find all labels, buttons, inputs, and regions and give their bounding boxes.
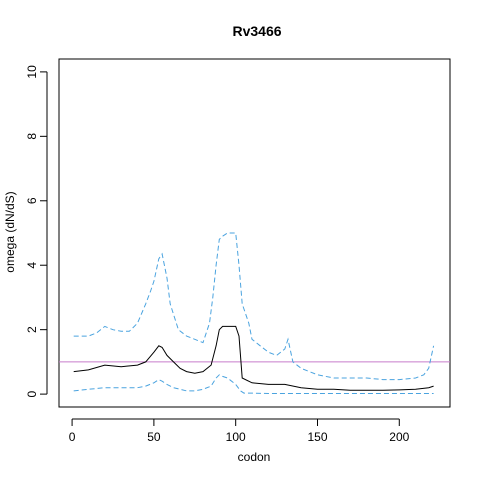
x-axis: 0 50 100 150 200 bbox=[69, 418, 410, 444]
x-tick-label: 200 bbox=[389, 430, 409, 444]
x-tick-label: 50 bbox=[147, 430, 161, 444]
series-line-lower bbox=[73, 374, 434, 394]
y-tick-label: 0 bbox=[25, 390, 39, 397]
y-axis: 0 2 4 6 8 10 bbox=[25, 65, 48, 397]
x-tick-label: 150 bbox=[307, 430, 327, 444]
y-tick-label: 6 bbox=[25, 197, 39, 204]
y-tick-label: 2 bbox=[25, 326, 39, 333]
y-tick-label: 8 bbox=[25, 133, 39, 140]
x-tick-label: 100 bbox=[226, 430, 246, 444]
x-axis-label: codon bbox=[238, 450, 271, 464]
y-axis-label: omega (dN/dS) bbox=[3, 191, 17, 272]
x-tick-label: 0 bbox=[69, 430, 76, 444]
series-layer bbox=[73, 232, 435, 394]
series-line-estimate bbox=[73, 325, 434, 391]
y-tick-label: 4 bbox=[25, 262, 39, 269]
series-line-upper bbox=[73, 232, 435, 381]
plot-frame bbox=[58, 58, 451, 408]
chart-title: Rv3466 bbox=[232, 23, 281, 39]
y-tick-label: 10 bbox=[25, 65, 39, 79]
